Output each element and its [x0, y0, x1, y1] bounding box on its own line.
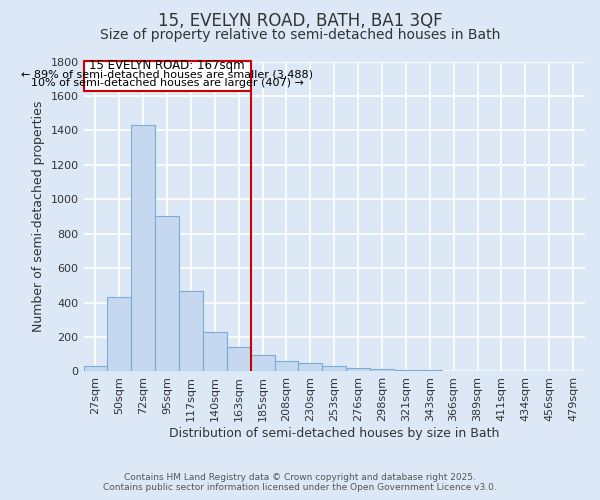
Bar: [370, 369, 394, 372]
Bar: [322, 366, 346, 372]
Bar: [155, 216, 179, 372]
Bar: [298, 363, 322, 372]
Y-axis label: Number of semi-detached properties: Number of semi-detached properties: [32, 101, 45, 332]
Bar: [442, 371, 466, 372]
Text: 15, EVELYN ROAD, BATH, BA1 3QF: 15, EVELYN ROAD, BATH, BA1 3QF: [158, 12, 442, 30]
Text: 15 EVELYN ROAD: 167sqm: 15 EVELYN ROAD: 167sqm: [89, 59, 245, 72]
Text: ← 89% of semi-detached houses are smaller (3,488): ← 89% of semi-detached houses are smalle…: [21, 70, 313, 80]
Bar: [107, 298, 131, 372]
Bar: [418, 370, 442, 372]
Bar: [275, 361, 298, 372]
Bar: [346, 368, 370, 372]
Text: Size of property relative to semi-detached houses in Bath: Size of property relative to semi-detach…: [100, 28, 500, 42]
Text: Contains HM Land Registry data © Crown copyright and database right 2025.
Contai: Contains HM Land Registry data © Crown c…: [103, 473, 497, 492]
Bar: [131, 125, 155, 372]
Text: 10% of semi-detached houses are larger (407) →: 10% of semi-detached houses are larger (…: [31, 78, 304, 88]
Bar: [83, 62, 251, 91]
Bar: [179, 290, 203, 372]
Bar: [203, 332, 227, 372]
Bar: [227, 348, 251, 372]
Bar: [466, 371, 490, 372]
Bar: [83, 366, 107, 372]
Bar: [394, 370, 418, 372]
X-axis label: Distribution of semi-detached houses by size in Bath: Distribution of semi-detached houses by …: [169, 427, 499, 440]
Bar: [251, 355, 275, 372]
